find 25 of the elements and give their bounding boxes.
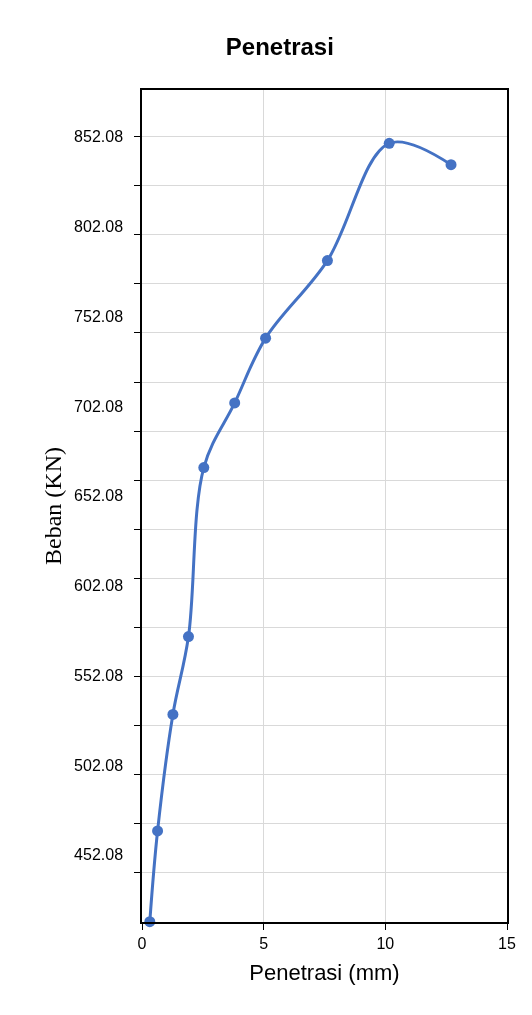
y-tick-label: 602.08: [74, 577, 124, 595]
y-tick-label: 702.08: [74, 397, 124, 415]
y-tick-label: 502.08: [74, 756, 124, 774]
x-tick-label: 5: [259, 934, 269, 952]
y-tick-label: 802.08: [74, 218, 124, 236]
y-tick-label: 652.08: [74, 487, 124, 505]
point: [383, 137, 395, 149]
point: [198, 462, 210, 474]
x-axis-title: Penetrasi (mm): [249, 960, 400, 986]
point: [167, 708, 179, 720]
x-tick-label: 0: [137, 934, 147, 952]
x-tick-label: 10: [376, 934, 395, 952]
point: [152, 825, 164, 837]
point: [229, 397, 241, 409]
point: [445, 159, 457, 171]
point: [321, 255, 333, 267]
point: [260, 332, 272, 344]
chart-title: Penetrasi: [225, 33, 334, 61]
x-tick-label: 15: [498, 934, 516, 952]
y-tick-label: 752.08: [74, 307, 124, 325]
y-tick-label: 852.08: [74, 128, 124, 146]
y-axis-title: Beban (KN): [39, 447, 66, 565]
y-tick-label: 452.08: [74, 846, 124, 864]
y-tick-label: 552.08: [74, 666, 124, 684]
point: [182, 631, 194, 643]
